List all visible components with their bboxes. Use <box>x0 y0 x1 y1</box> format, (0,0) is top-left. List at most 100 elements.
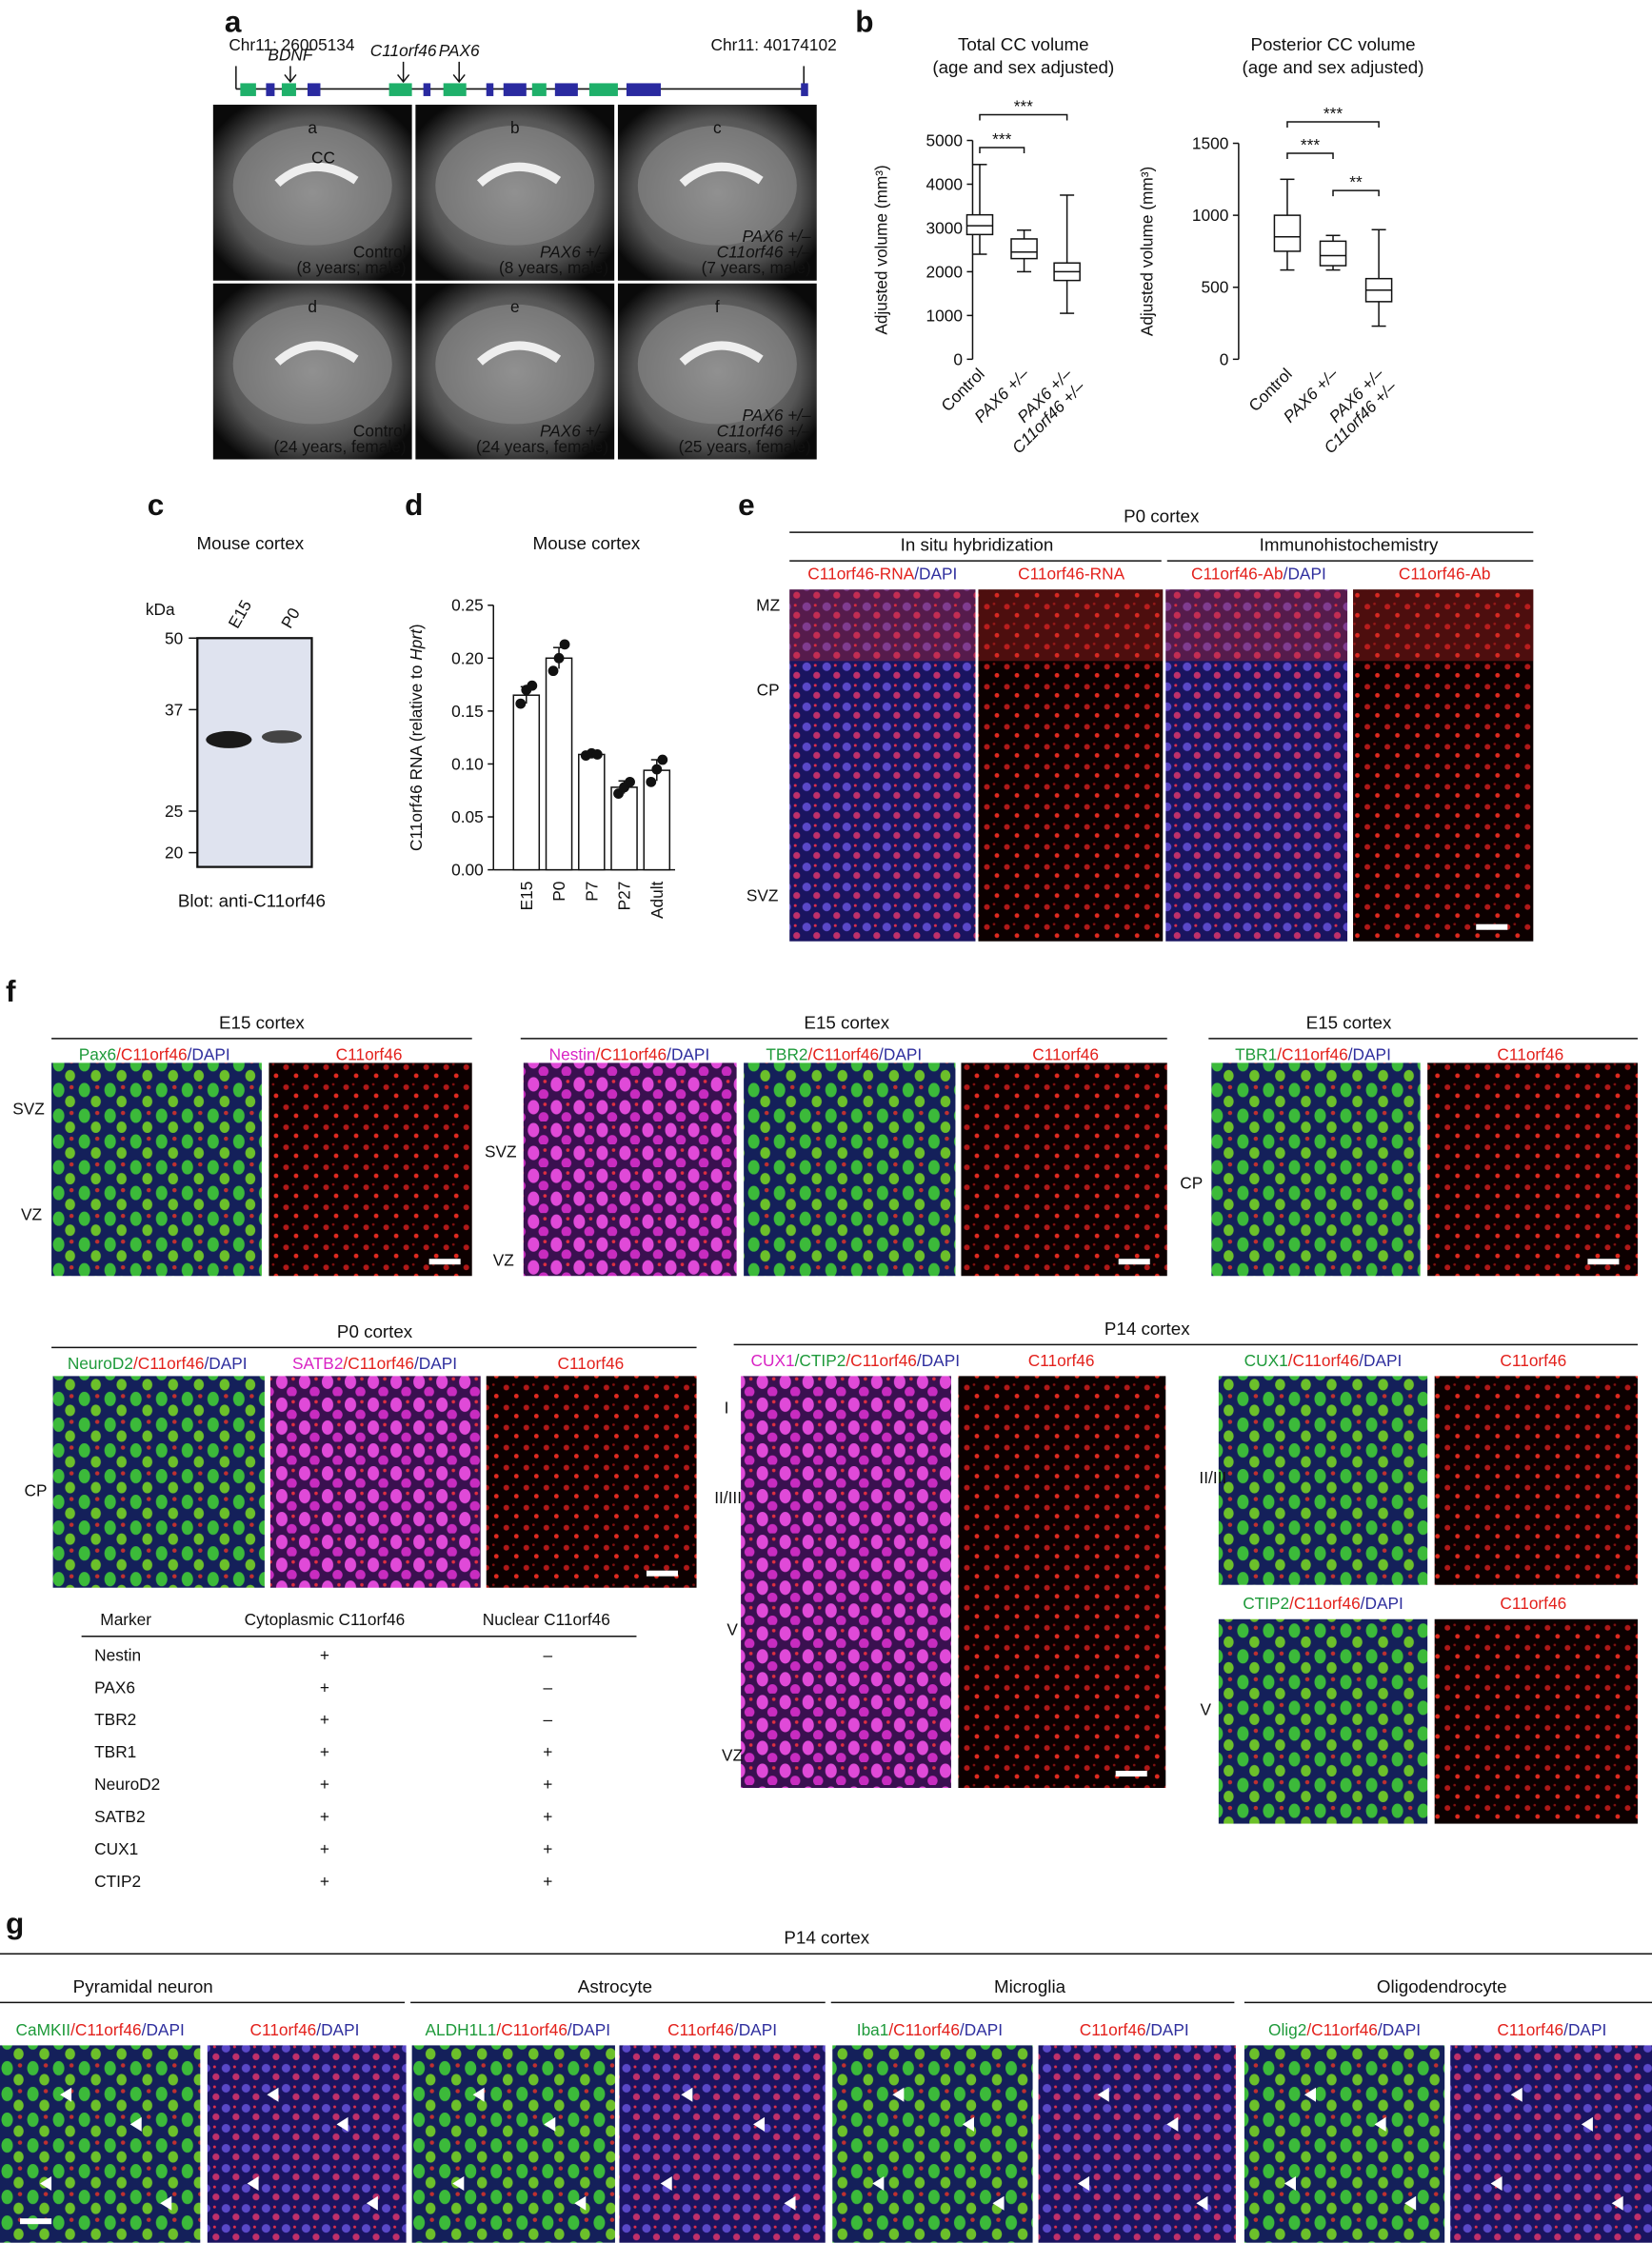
brain-shape <box>637 304 797 425</box>
table-cell: CUX1 <box>94 1839 138 1858</box>
micrograph <box>269 1062 472 1277</box>
y-tick-label: 0 <box>953 349 963 368</box>
layer-label: V <box>726 1619 738 1638</box>
colored-label: C11orf46-RNA/DAPI <box>807 565 957 584</box>
y-tick-label: 1500 <box>1192 134 1228 153</box>
micrograph <box>1218 1618 1428 1824</box>
genome-end: Chr11: 40174102 <box>711 35 837 54</box>
image-caption: PAX6 +/– <box>540 421 609 440</box>
colored-label: C11orf46 <box>1028 1351 1095 1370</box>
box <box>1010 238 1038 260</box>
table-cell: + <box>320 1775 329 1794</box>
y-tick-label: 1000 <box>926 306 963 325</box>
colored-label: C11orf46 <box>558 1354 625 1373</box>
layer-label: CP <box>1180 1174 1203 1193</box>
box <box>1273 214 1302 252</box>
label-part: C11orf46 <box>250 2020 317 2039</box>
colored-label: ALDH1L1/C11orf46/DAPI <box>426 2020 611 2039</box>
gene-name: PAX6 <box>439 41 480 60</box>
micrograph <box>1244 2045 1445 2243</box>
label-part: /DAPI <box>567 2020 610 2039</box>
arrowhead <box>784 2195 796 2211</box>
label-part: TBR1 <box>1235 1044 1277 1063</box>
image-caption: (24 years, female) <box>273 437 406 456</box>
brain-shape <box>232 304 392 425</box>
blot-membrane <box>196 637 313 868</box>
panel-label: g <box>6 1906 24 1940</box>
arrowhead <box>753 2116 766 2132</box>
label-part: /DAPI <box>917 1351 960 1370</box>
y-tick-label: 2000 <box>926 262 963 281</box>
arrowhead <box>472 2087 485 2102</box>
micrograph <box>744 1062 956 1277</box>
image-caption: (8 years, male) <box>499 258 608 277</box>
label-part: SATB2 <box>292 1354 343 1373</box>
y-tick-label: 3000 <box>926 218 963 237</box>
label-part: Nestin <box>549 1044 596 1063</box>
arrowhead <box>247 2175 259 2192</box>
bar <box>610 786 638 871</box>
label-part: ) <box>407 624 426 629</box>
colored-label: C11orf46-RNA <box>1018 565 1125 584</box>
scale-bar <box>1587 1259 1620 1265</box>
significance-bracket <box>1286 121 1380 128</box>
label-part: /C11orf46 <box>808 1044 880 1063</box>
arrowhead <box>129 2116 142 2132</box>
corpus-callosum <box>477 341 562 366</box>
marginal-zone <box>789 589 976 662</box>
label-part: C11orf46 <box>1032 1044 1099 1063</box>
genome-track <box>235 61 808 96</box>
image-caption: (8 years; male) <box>296 258 406 277</box>
gene-block <box>588 83 618 96</box>
arrowhead <box>1611 2195 1623 2211</box>
group-title: Astrocyte <box>578 1976 652 1996</box>
micrograph <box>523 1062 737 1277</box>
marginal-zone <box>978 589 1164 662</box>
group-title: E15 cortex <box>804 1012 889 1032</box>
label-part: /DAPI <box>667 1044 709 1063</box>
colored-label: Pax6/C11orf46/DAPI <box>79 1044 230 1063</box>
layer-label: SVZ <box>746 886 779 905</box>
label-part: C11orf46 RNA (relative to <box>407 661 426 851</box>
cc-label: CC <box>311 149 335 168</box>
panel-title: P0 cortex <box>1124 506 1200 526</box>
colored-label: TBR2/C11orf46/DAPI <box>766 1044 922 1063</box>
chart-title: Mouse cortex <box>533 533 641 553</box>
gene-block <box>307 83 321 96</box>
label-part: CaMKII <box>16 2020 71 2039</box>
box <box>965 213 994 236</box>
layer-label: SVZ <box>485 1142 517 1161</box>
arrow <box>397 61 410 84</box>
blue-genes <box>266 83 808 96</box>
chart-title: (age and sex adjusted) <box>932 57 1114 77</box>
arrowhead <box>1510 2087 1523 2102</box>
label-part: /DAPI <box>142 2020 185 2039</box>
data-point <box>527 680 538 691</box>
method-title: In situ hybridization <box>901 535 1054 555</box>
image-caption: C11orf46 +/– <box>717 243 811 262</box>
label-part: /C11orf46 <box>116 1044 188 1063</box>
y-tick-label: 1000 <box>1192 206 1228 225</box>
blot-band <box>261 730 302 744</box>
label-part: /C11orf46 <box>1289 1594 1361 1613</box>
table-cell: + <box>320 1807 329 1826</box>
table-cell: + <box>543 1742 552 1761</box>
label-part: /C11orf46 <box>496 2020 567 2039</box>
micrograph <box>978 589 1164 942</box>
micrograph <box>411 2045 615 2243</box>
gene-block <box>503 83 527 96</box>
image-caption: Control <box>353 243 407 262</box>
label-part: C11orf46 <box>1080 2020 1146 2039</box>
label-part: C11orf46 <box>336 1044 403 1063</box>
data-point <box>657 754 668 765</box>
gene-block <box>626 83 661 96</box>
panel-title: P14 cortex <box>784 1928 869 1948</box>
colored-label: CUX1/C11orf46/DAPI <box>1244 1351 1403 1370</box>
y-axis-label: C11orf46 RNA (relative to Hprt) <box>407 624 426 851</box>
gene-block <box>443 83 467 96</box>
table-header: Nuclear C11orf46 <box>483 1610 610 1629</box>
group-title: Microglia <box>994 1976 1066 1996</box>
data-point <box>547 665 559 677</box>
data-point <box>553 652 565 664</box>
